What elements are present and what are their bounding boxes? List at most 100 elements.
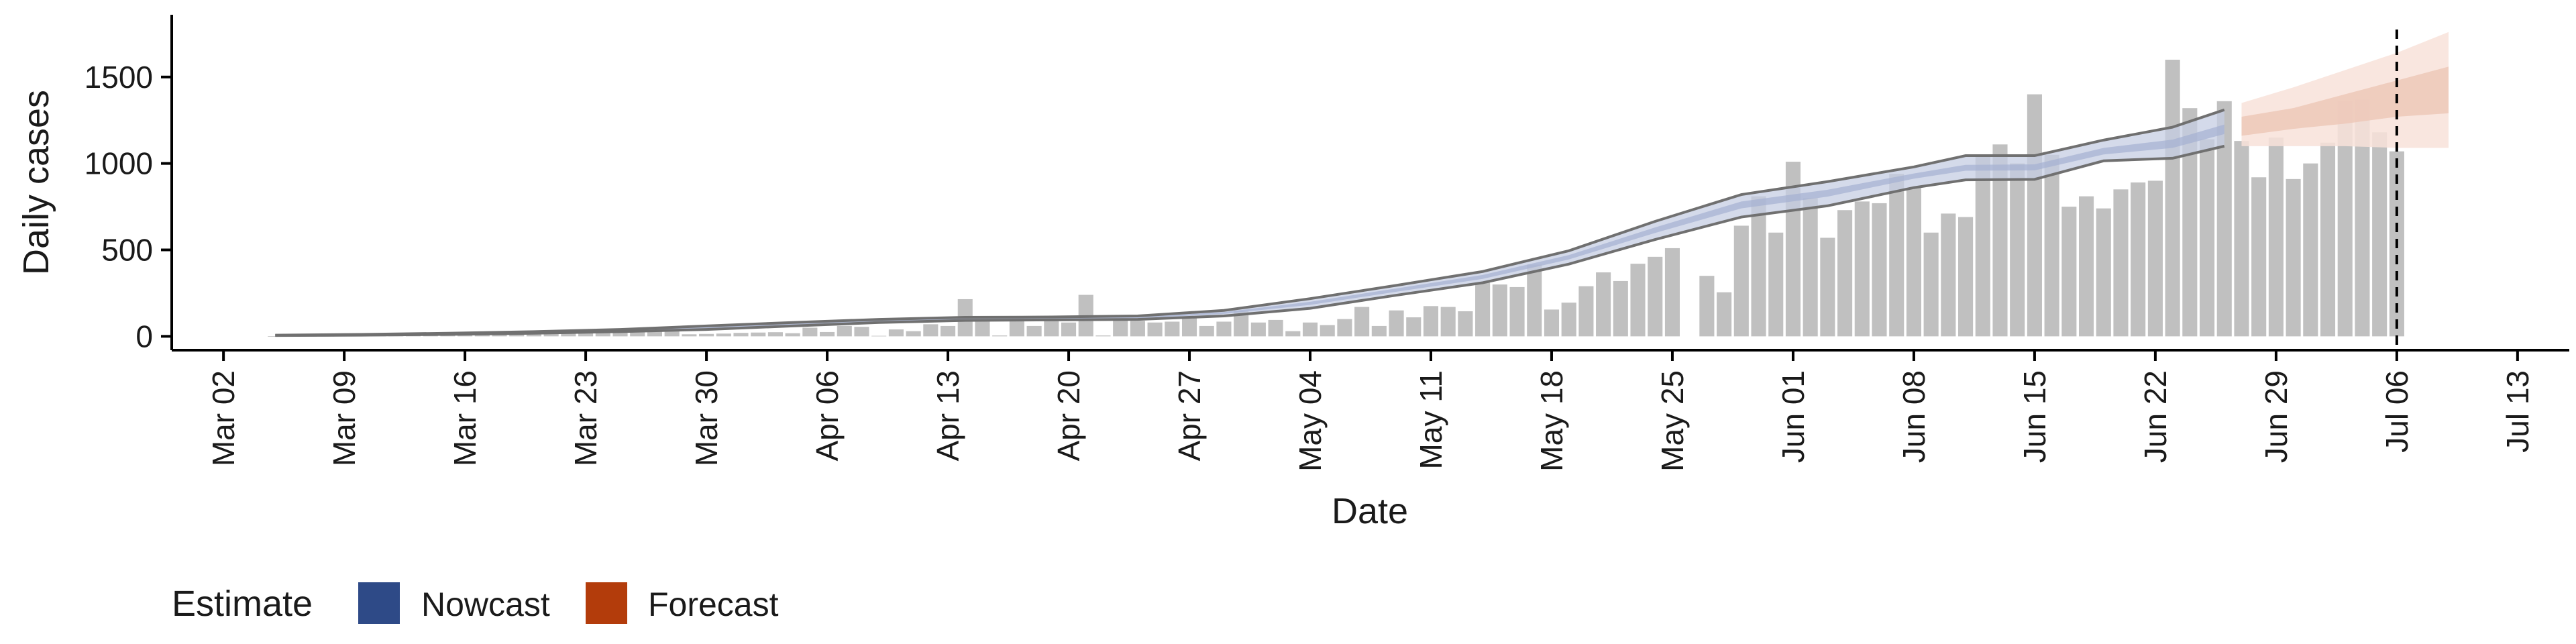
bar-2020-06-15 xyxy=(2027,94,2042,337)
bar-2020-06-19 xyxy=(2096,208,2111,337)
bar-2020-06-09 xyxy=(1923,232,1939,337)
bar-2020-05-13 xyxy=(1458,311,1473,337)
bar-2020-07-02 xyxy=(2320,142,2336,337)
bar-2020-05-03 xyxy=(1285,331,1301,337)
bar-2020-06-16 xyxy=(2044,154,2059,337)
x-axis-title: Date xyxy=(1332,491,1408,531)
bar-2020-04-29 xyxy=(1216,321,1232,337)
x-tick-label: Jun 08 xyxy=(1896,370,1931,463)
x-tick-label: Jul 13 xyxy=(2500,370,2535,453)
bar-2020-06-02 xyxy=(1803,198,1818,337)
bar-2020-04-30 xyxy=(1234,310,1249,337)
bar-2020-04-17 xyxy=(1009,317,1024,337)
bar-2020-06-27 xyxy=(2234,141,2249,337)
bar-2020-04-08 xyxy=(854,327,869,337)
bar-2020-04-04 xyxy=(785,333,800,337)
bar-2020-04-03 xyxy=(767,332,783,337)
bar-2020-05-20 xyxy=(1578,286,1594,337)
x-tick-label: Mar 30 xyxy=(689,370,724,466)
bar-2020-06-20 xyxy=(2113,189,2129,337)
bar-2020-06-21 xyxy=(2131,182,2146,337)
bar-2020-05-24 xyxy=(1648,256,1663,337)
bar-2020-03-23 xyxy=(578,332,594,337)
bar-2020-03-05 xyxy=(268,336,283,337)
bar-2020-03-19 xyxy=(509,333,525,337)
bar-2020-05-12 xyxy=(1440,307,1456,337)
bar-2020-06-29 xyxy=(2268,137,2284,337)
x-tick-label: Mar 16 xyxy=(447,370,482,466)
bar-2020-06-14 xyxy=(2010,163,2025,337)
bar-2020-04-19 xyxy=(1044,319,1059,337)
y-axis-title: Daily cases xyxy=(16,90,56,275)
x-tick-label: Jul 06 xyxy=(2379,370,2414,453)
bar-2020-06-30 xyxy=(2286,178,2301,337)
bar-2020-06-17 xyxy=(2061,207,2077,337)
legend-swatch-nowcast xyxy=(358,582,400,624)
bar-2020-05-21 xyxy=(1596,272,1611,337)
legend-swatch-forecast xyxy=(586,582,627,624)
bar-2020-06-06 xyxy=(1872,203,1887,337)
bar-2020-03-26 xyxy=(630,331,645,337)
bar-2020-03-24 xyxy=(595,332,610,337)
bar-2020-06-26 xyxy=(2216,101,2232,337)
bar-2020-06-03 xyxy=(1820,237,1835,337)
nowcast-upper-line xyxy=(275,108,2225,337)
bar-2020-06-22 xyxy=(2147,180,2163,337)
x-tick-label: Apr 06 xyxy=(810,370,845,462)
x-tick-label: Jun 29 xyxy=(2259,370,2294,463)
bar-2020-06-05 xyxy=(1854,201,1870,337)
x-tick-label: Jun 22 xyxy=(2138,370,2173,463)
y-tick-label: 500 xyxy=(101,233,153,268)
bar-2020-04-10 xyxy=(888,329,904,337)
bar-2020-06-11 xyxy=(1958,217,1974,337)
bar-2020-06-18 xyxy=(2079,196,2094,337)
bar-2020-04-15 xyxy=(975,319,990,337)
bar-2020-04-13 xyxy=(940,325,956,337)
x-tick-label: Mar 23 xyxy=(568,370,603,466)
x-tick-label: May 11 xyxy=(1413,370,1448,469)
bar-2020-04-16 xyxy=(992,335,1008,337)
x-tick-label: Apr 13 xyxy=(930,370,965,462)
x-axis-ticks: Mar 02 Mar 09 Mar 16 Mar 23 Mar 30 Apr 06 Apr … xyxy=(206,350,2535,472)
x-tick-label: May 04 xyxy=(1293,370,1328,472)
x-tick-label: Jun 15 xyxy=(2017,370,2052,463)
bar-2020-03-31 xyxy=(716,333,731,337)
bar-2020-04-24 xyxy=(1130,321,1145,337)
bar-2020-03-16 xyxy=(458,335,473,337)
legend-label-forecast: Forecast xyxy=(648,586,779,623)
bar-2020-05-14 xyxy=(1475,282,1491,337)
bar-2020-06-07 xyxy=(1889,174,1904,337)
bar-2020-07-01 xyxy=(2303,163,2318,337)
axes xyxy=(170,15,2569,352)
bar-2020-05-15 xyxy=(1492,284,1507,337)
bar-2020-05-02 xyxy=(1268,319,1283,337)
bar-2020-06-13 xyxy=(1992,144,2008,337)
bar-2020-05-06 xyxy=(1337,319,1352,337)
bar-2020-05-19 xyxy=(1561,303,1576,337)
legend-label-nowcast: Nowcast xyxy=(421,586,550,623)
bar-2020-04-23 xyxy=(1113,319,1128,337)
bar-2020-04-06 xyxy=(820,331,835,337)
bar-2020-05-22 xyxy=(1613,280,1628,337)
bar-2020-04-09 xyxy=(871,335,887,337)
x-tick-label: Apr 20 xyxy=(1051,370,1086,462)
bar-2020-06-04 xyxy=(1837,210,1853,337)
x-tick-label: Mar 02 xyxy=(206,370,241,466)
bar-2020-04-07 xyxy=(837,325,852,337)
x-tick-label: Mar 09 xyxy=(327,370,362,466)
bar-2020-05-31 xyxy=(1768,232,1784,337)
x-tick-label: May 18 xyxy=(1534,370,1569,472)
bar-2020-06-23 xyxy=(2165,60,2180,337)
y-tick-label: 0 xyxy=(136,319,153,354)
bar-2020-03-30 xyxy=(699,333,714,337)
bar-2020-03-20 xyxy=(526,333,542,337)
x-tick-label: Jun 01 xyxy=(1776,370,1811,463)
bar-2020-03-27 xyxy=(647,331,662,337)
bar-2020-04-26 xyxy=(1165,321,1180,337)
bar-2020-04-25 xyxy=(1147,322,1163,337)
bar-2020-04-12 xyxy=(923,324,938,337)
bar-2020-05-05 xyxy=(1320,325,1335,337)
bar-2020-05-04 xyxy=(1302,322,1318,337)
bar-2020-03-17 xyxy=(474,334,490,337)
bar-2020-06-10 xyxy=(1941,213,1956,337)
